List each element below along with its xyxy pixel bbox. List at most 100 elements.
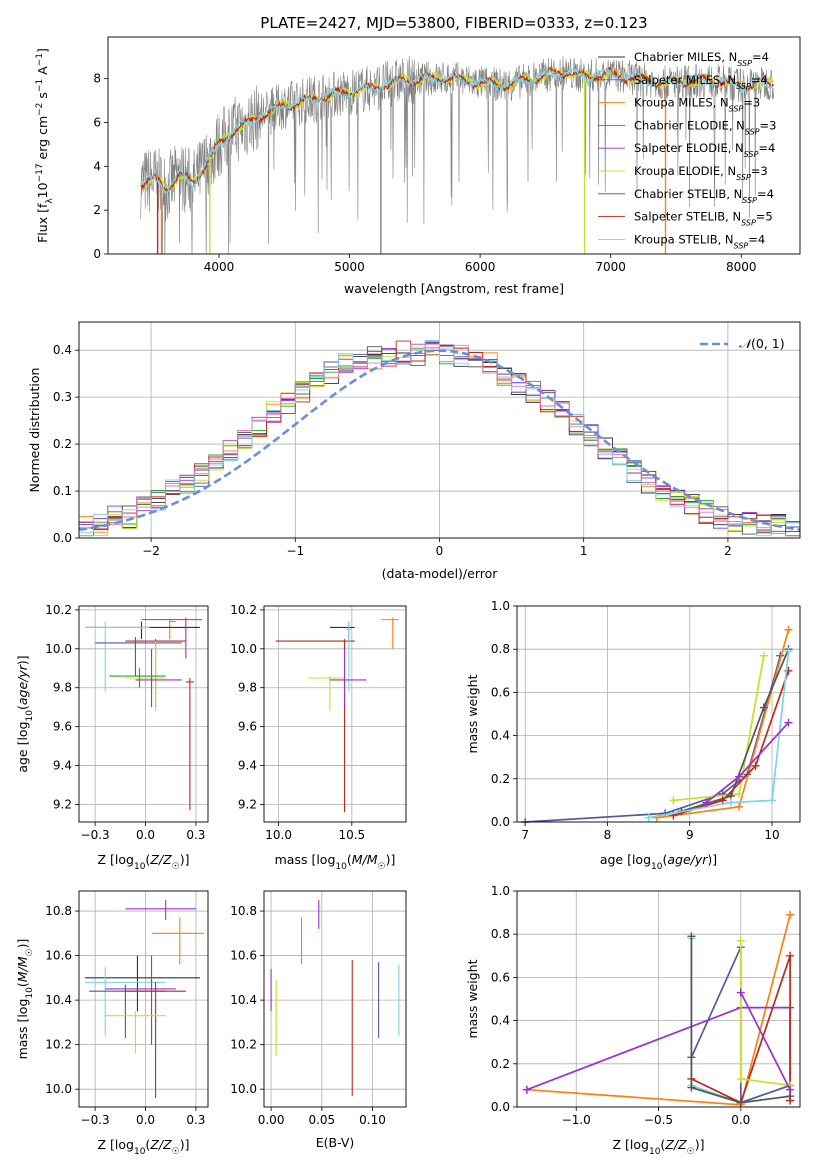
residuals-legend: 𝒩(0, 1) (700, 336, 785, 351)
legend-item: Chabrier STELIB, NSSP=4 (634, 187, 774, 205)
x-tick-label: 1 (580, 544, 588, 558)
weight-line (648, 651, 790, 819)
weight-marker (759, 703, 768, 712)
histogram-step (79, 340, 800, 537)
legend-item: Salpeter MILES, NSSP=4 (634, 73, 768, 91)
x-axis-label: Z [log10(Z/Z☉)] (613, 1137, 705, 1157)
x-tick-label: 0.0 (731, 1113, 750, 1127)
y-axis-label: age [log10(age/yr)] (15, 655, 35, 772)
y-tick-label: 9.6 (238, 720, 257, 734)
y-tick-label: 0.2 (491, 772, 510, 786)
legend-item: Kroupa MILES, NSSP=3 (634, 96, 760, 114)
x-tick-label: 8 (604, 828, 612, 842)
weight-marker (522, 1085, 531, 1094)
y-tick-label: 10.0 (230, 642, 257, 656)
x-axis-label: mass [log10(M/M☉)] (275, 852, 396, 872)
axes-mass-weight-vs-age: 7 8 9 10 0.0 0.2 0.4 0.6 0.8 1.0 (491, 599, 800, 842)
x-tick-label: 0.0 (136, 828, 155, 842)
x-tick-label: 8000 (726, 260, 757, 274)
x-tick-label: 2 (724, 544, 732, 558)
y-tick-label: 9.2 (53, 797, 72, 811)
normal-curve (79, 349, 800, 532)
mass-weight-vs-age-frame (516, 605, 801, 823)
weight-marker (687, 1083, 696, 1092)
weight-marker (735, 772, 744, 781)
x-tick-label: 7 (521, 828, 529, 842)
weight-marker (736, 988, 745, 997)
y-axis-label: mass weight (465, 959, 480, 1038)
y-axis-label: Flux [fλ10−17 erg cm−2 s−1 A−1] (35, 48, 55, 243)
y-tick-label: 10.0 (45, 1082, 72, 1096)
y-tick-label: 1.0 (491, 884, 510, 898)
histogram-step (79, 343, 800, 537)
y-tick-label: 2 (93, 203, 101, 217)
legend-item: Salpeter STELIB, NSSP=5 (634, 210, 773, 228)
histogram-step (79, 342, 800, 533)
y-tick-label: 0.2 (53, 437, 72, 451)
y-tick-label: 10.2 (230, 603, 257, 617)
x-tick-label: −0.3 (81, 1113, 110, 1127)
y-tick-label: 10.2 (45, 603, 72, 617)
y-tick-label: 0.4 (53, 343, 72, 357)
residuals-frame (78, 321, 801, 539)
x-tick-label: 0.05 (308, 1113, 335, 1127)
y-tick-label: 10.4 (230, 993, 257, 1007)
y-tick-label: 9.6 (53, 720, 72, 734)
axes-mass-vs-Z: −0.3 0.0 0.3 10.0 10.2 10.4 10.6 10.8 (45, 891, 208, 1127)
spectrum-model-line (140, 66, 775, 195)
axes-age-vs-Z: −0.3 0.0 0.3 9.2 9.4 9.6 9.8 10.0 10.2 (45, 603, 208, 842)
y-tick-label: 0.0 (491, 815, 510, 829)
y-axis-label: mass weight (465, 674, 480, 753)
mass-vs-Z-frame (78, 890, 209, 1108)
x-tick-label: 6000 (465, 260, 496, 274)
x-axis-label: (data-model)/error (382, 566, 499, 581)
x-tick-label: 10.5 (338, 828, 365, 842)
legend-item: Salpeter ELODIE, NSSP=4 (634, 141, 775, 159)
y-tick-label: 9.8 (238, 681, 257, 695)
age-vs-mass-frame (263, 605, 407, 823)
weight-marker (735, 789, 744, 798)
x-tick-label: 10 (764, 828, 779, 842)
weight-marker (702, 798, 711, 807)
y-tick-label: 4 (93, 159, 101, 173)
y-tick-label: 1.0 (491, 599, 510, 613)
x-tick-label: 0.0 (136, 1113, 155, 1127)
weight-line (691, 955, 791, 1104)
x-axis-label: Z [log10(Z/Z☉)] (98, 852, 190, 872)
y-tick-label: 10.6 (45, 949, 72, 963)
residuals-plot (79, 340, 800, 537)
x-tick-label: 0.00 (258, 1113, 285, 1127)
legend-item: Chabrier MILES, NSSP=4 (634, 50, 769, 68)
weight-marker (669, 796, 678, 805)
spectrum-frame (107, 36, 801, 255)
y-tick-label: 10.2 (45, 1038, 72, 1052)
weight-marker (784, 647, 793, 656)
axes-spectrum: 4000 5000 6000 7000 8000 0 2 4 6 8 (93, 72, 756, 274)
legend-item: Kroupa STELIB, NSSP=4 (634, 232, 765, 250)
weight-marker (736, 1098, 745, 1107)
weight-marker (786, 951, 795, 960)
x-tick-label: −1 (286, 544, 304, 558)
figure-title: PLATE=2427, MJD=53800, FIBERID=0333, z=0… (260, 14, 647, 32)
x-axis-label: age [log10(age/yr)] (600, 852, 717, 872)
weight-marker (736, 936, 745, 945)
y-tick-label: 10.2 (230, 1038, 257, 1052)
y-tick-label: 0.8 (491, 642, 510, 656)
axes-age-vs-mass: 10.0 10.5 9.2 9.4 9.6 9.8 10.0 10.2 (230, 603, 406, 842)
x-tick-label: 5000 (334, 260, 365, 274)
x-tick-label: 9 (686, 828, 694, 842)
weight-line (690, 936, 791, 1104)
x-axis-label: Z [log10(Z/Z☉)] (98, 1137, 190, 1157)
x-tick-label: 7000 (595, 260, 626, 274)
y-tick-label: 0.3 (53, 390, 72, 404)
x-tick-label: 4000 (204, 260, 235, 274)
weight-marker (784, 625, 793, 634)
y-tick-label: 0.0 (491, 1100, 510, 1114)
mass-weight-vs-Z-frame (516, 890, 801, 1108)
mass-vs-Z-plot (85, 899, 204, 1099)
y-tick-label: 0.6 (491, 685, 510, 699)
legend-item: Kroupa ELODIE, NSSP=3 (634, 164, 768, 182)
axes-mass-weight-vs-Z: −1.0 −0.5 0.0 0.0 0.2 0.4 0.6 0.8 1.0 (491, 884, 800, 1127)
weight-marker (726, 798, 735, 807)
